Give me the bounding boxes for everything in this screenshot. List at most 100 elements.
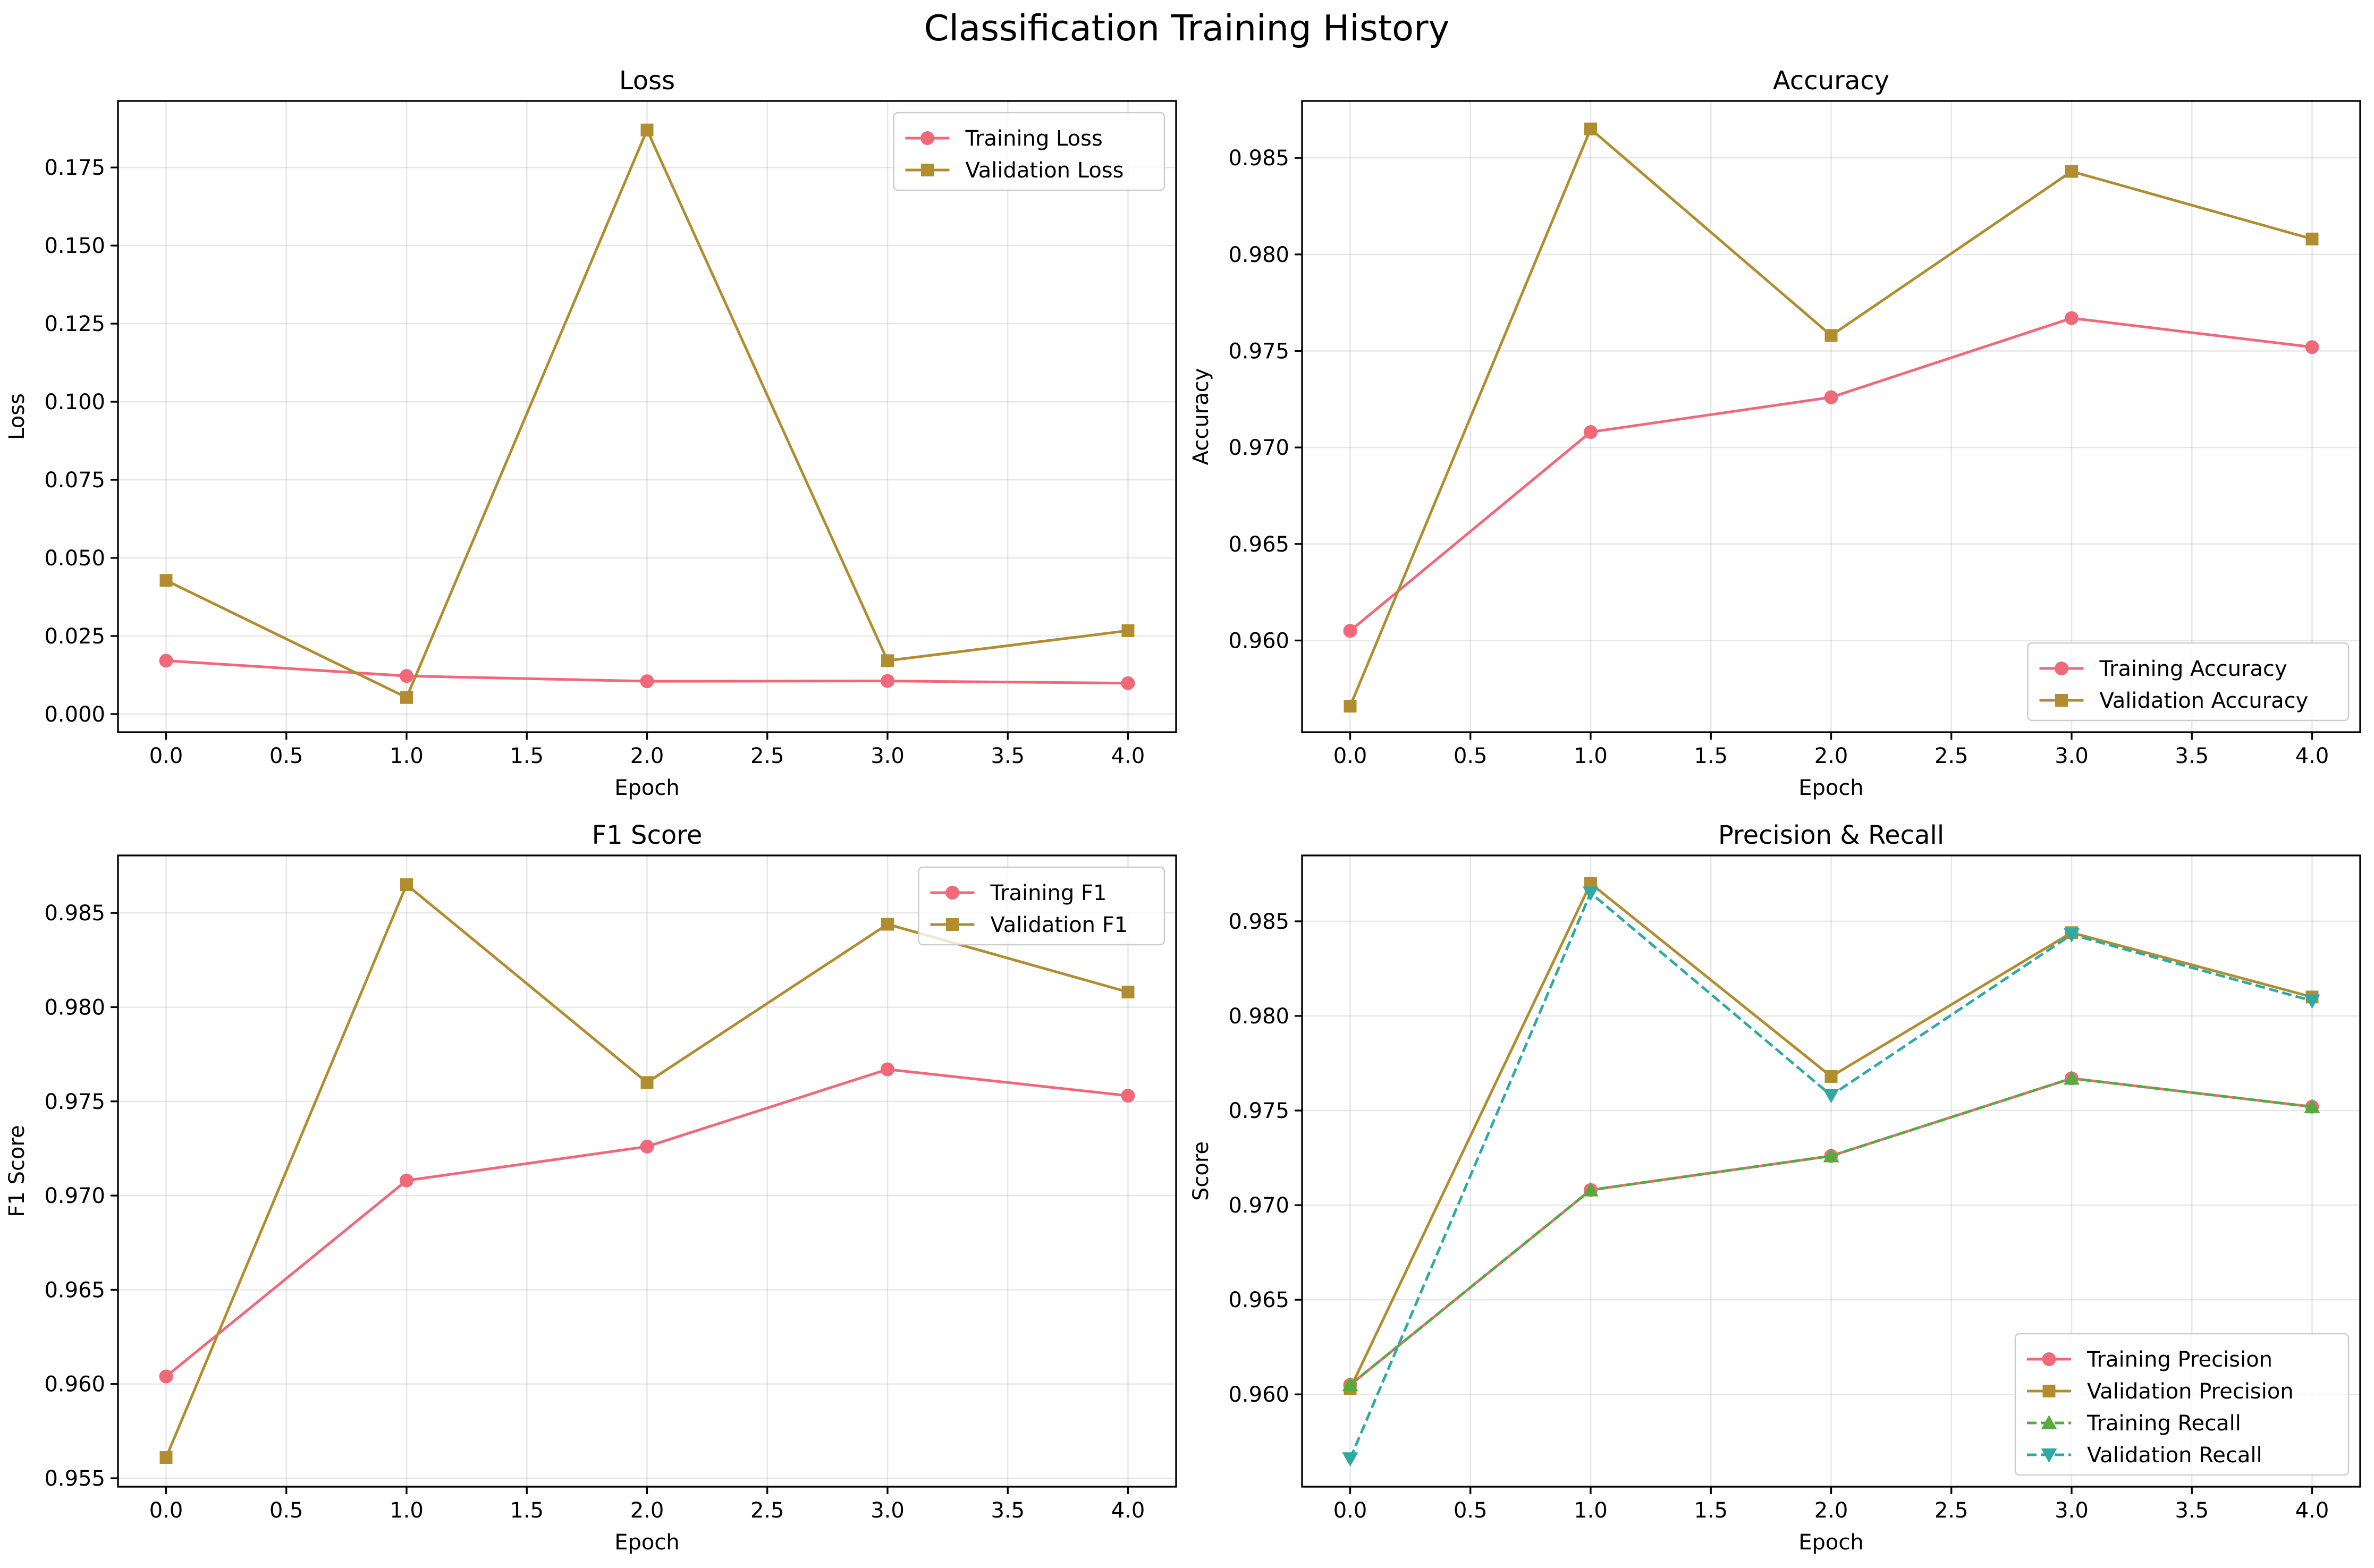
y-tick-label: 0.000: [44, 702, 105, 727]
x-tick-label: 2.5: [1934, 744, 1969, 768]
legend: Training Accuracy Validation Accuracy: [2027, 642, 2350, 722]
y-tick-label: 0.970: [1228, 1193, 1289, 1218]
legend-label: Validation F1: [991, 913, 1128, 937]
x-tick-label: 1.0: [390, 1498, 424, 1523]
legend-box: [2014, 1333, 2350, 1476]
figure-title: Classification Training History: [924, 7, 1450, 49]
series-training-loss: [159, 654, 1135, 690]
x-tick-label: 0.5: [1454, 1498, 1488, 1523]
x-tick-label: 4.0: [1111, 1498, 1145, 1523]
data-point: [400, 669, 413, 683]
data-point: [1344, 699, 1357, 713]
data-point: [881, 918, 894, 931]
data-point: [1584, 122, 1597, 135]
series-line: [1349, 1077, 2312, 1386]
y-tick-label: 0.050: [44, 546, 105, 571]
x-tick-label: 3.5: [991, 744, 1025, 768]
x-tick-label: 0.5: [1454, 744, 1488, 768]
y-tick-label: 0.965: [1228, 532, 1289, 557]
y-tick-label: 0.960: [1228, 629, 1289, 653]
series-training-f1: [159, 1062, 1135, 1384]
series-validation-f1: [159, 878, 1135, 1464]
data-point: [1121, 624, 1135, 637]
data-point: [640, 123, 654, 137]
x-tick-label: 2.5: [1934, 1498, 1969, 1523]
legend: Training F1 Validation F1: [918, 866, 1165, 946]
y-tick-label: 0.125: [44, 312, 105, 336]
data-point: [1583, 1182, 1599, 1197]
series-validation-loss: [159, 123, 1135, 704]
series-validation-recall: [1342, 886, 2320, 1467]
y-tick-label: 0.965: [1228, 1288, 1289, 1312]
x-axis-label: Epoch: [1798, 776, 1863, 800]
y-tick-label: 0.970: [44, 1184, 105, 1208]
series-training-recall: [1342, 1070, 2320, 1392]
y-axis-label: F1 Score: [5, 1125, 29, 1217]
panel-title: Loss: [619, 66, 675, 96]
data-point: [2064, 1070, 2080, 1085]
data-point: [159, 1451, 173, 1464]
x-tick-label: 4.0: [2295, 744, 2329, 768]
x-tick-label: 1.0: [1574, 744, 1608, 768]
y-axis-label: Loss: [5, 393, 29, 440]
legend-label: Training Loss: [965, 126, 1103, 151]
panel-loss: 0.0 0.5 1.0 1.5 2.0 2.5 3.0 3.5 4.0 0.000 0.025 0.0…: [5, 66, 1177, 800]
legend-label: Training Accuracy: [2099, 657, 2287, 681]
legend-item-validation-accuracy: Validation Accuracy: [2039, 689, 2308, 713]
x-tick-label: 1.5: [510, 1498, 544, 1523]
legend-label: Training Recall: [2086, 1411, 2241, 1436]
data-point: [1121, 986, 1135, 999]
legend-item-training-f1: Training F1: [930, 881, 1107, 905]
x-tick-label: 1.5: [510, 744, 544, 768]
data-point: [640, 1139, 654, 1154]
y-tick-label: 0.980: [1228, 1004, 1289, 1029]
data-point: [2304, 1098, 2320, 1113]
panel-title: F1 Score: [592, 820, 703, 850]
x-tick-label: 3.0: [2055, 1498, 2089, 1523]
data-point: [159, 574, 173, 587]
series-validation-accuracy: [1344, 122, 2319, 713]
series-training-accuracy: [1343, 311, 2319, 638]
legend-box: [893, 112, 1165, 191]
data-point: [1824, 1070, 1838, 1083]
legend: Training Loss Validation Loss: [893, 112, 1165, 191]
panel-accuracy: 0.0 0.5 1.0 1.5 2.0 2.5 3.0 3.5 4.0 0.960 0.965 0.9…: [1189, 66, 2361, 800]
x-tick-label: 1.5: [1694, 744, 1728, 768]
data-point: [2065, 165, 2078, 178]
legend-box: [918, 866, 1165, 946]
legend-label: Training Precision: [2086, 1347, 2272, 1372]
y-tick-label: 0.965: [44, 1278, 105, 1302]
legend: Training Precision Validation Precision Tr…: [2014, 1333, 2350, 1476]
y-tick-label: 0.980: [44, 995, 105, 1020]
x-tick-label: 0.5: [269, 744, 303, 768]
panel-title: Precision & Recall: [1718, 820, 1944, 850]
legend-label: Validation Loss: [966, 158, 1124, 183]
y-tick-label: 0.175: [44, 156, 105, 180]
x-tick-label: 1.0: [390, 744, 424, 768]
x-tick-label: 2.0: [630, 1498, 664, 1523]
legend-label: Validation Recall: [2087, 1443, 2262, 1468]
data-point: [1824, 329, 1838, 342]
data-point: [1342, 1452, 1358, 1467]
data-point: [1823, 1089, 1839, 1104]
data-point: [2305, 232, 2319, 245]
data-point: [159, 1369, 173, 1384]
data-point: [2305, 340, 2319, 354]
x-tick-label: 3.5: [991, 1498, 1025, 1523]
y-tick-label: 0.985: [1228, 910, 1289, 934]
data-point: [2304, 994, 2320, 1009]
y-tick-label: 0.980: [1228, 243, 1289, 267]
legend-item-validation-loss: Validation Loss: [905, 158, 1124, 183]
x-tick-label: 2.0: [1814, 1498, 1848, 1523]
y-tick-label: 0.100: [44, 390, 105, 414]
plot-area: [1302, 101, 2360, 732]
x-tick-label: 0.5: [269, 1498, 303, 1523]
legend-marker: [2041, 1448, 2057, 1463]
legend-marker: [920, 131, 934, 145]
data-point: [881, 674, 894, 688]
data-point: [881, 1062, 894, 1077]
data-point: [881, 654, 894, 667]
legend-item-training-precision: Training Precision: [2027, 1347, 2272, 1372]
legend-marker: [2042, 1385, 2056, 1397]
